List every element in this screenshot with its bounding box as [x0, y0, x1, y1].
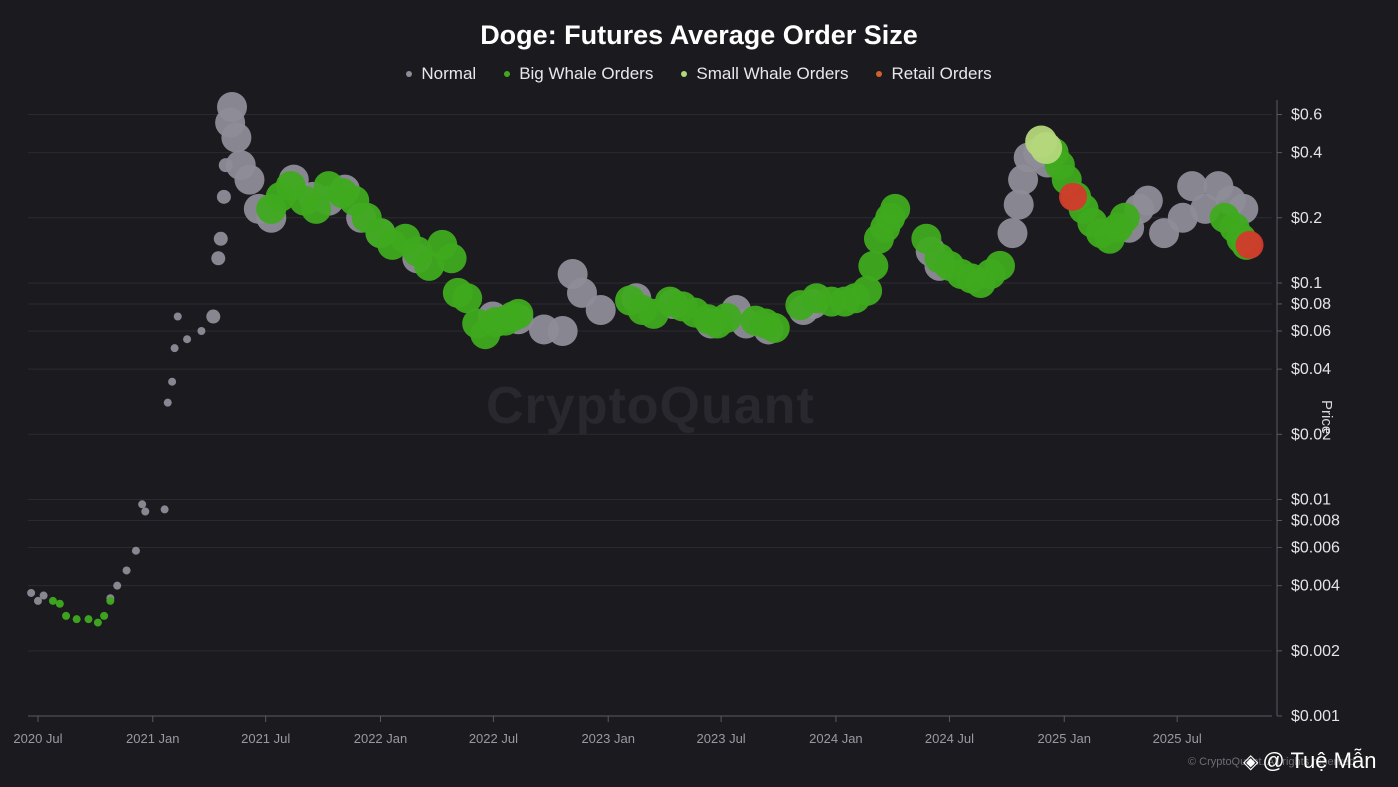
data-point	[503, 298, 534, 329]
data-point	[100, 611, 109, 620]
data-point	[106, 596, 115, 605]
data-point	[48, 596, 57, 605]
data-point	[1167, 202, 1198, 233]
data-point	[1058, 182, 1087, 211]
x-tick-label: 2022 Jan	[354, 731, 408, 746]
data-point	[436, 243, 467, 274]
y-tick-label: $0.1	[1291, 275, 1322, 292]
data-point	[711, 302, 742, 333]
data-point	[585, 295, 616, 326]
legend-label-retail: Retail Orders	[891, 64, 992, 83]
diamond-logo-icon: ◈	[1243, 750, 1259, 773]
data-point	[27, 588, 36, 597]
y-tick-label: $0.004	[1291, 578, 1340, 595]
copyright-credit: © CryptoQuant. All rights reserved	[1188, 756, 1356, 768]
data-point	[1177, 171, 1208, 202]
legend-item-big-whale[interactable]: Big Whale Orders	[504, 64, 653, 84]
y-axis-label: Price	[1318, 400, 1335, 435]
x-tick-label: 2022 Jul	[469, 731, 518, 746]
data-point	[33, 596, 42, 605]
legend-label-big-whale: Big Whale Orders	[519, 64, 654, 83]
data-point	[997, 218, 1028, 249]
chart-legend: Normal Big Whale Orders Small Whale Orde…	[0, 64, 1398, 84]
data-point	[301, 193, 332, 224]
legend-dot-normal	[406, 71, 413, 77]
x-tick-label: 2024 Jul	[925, 731, 974, 746]
x-tick-label: 2020 Jul	[13, 731, 62, 746]
x-tick-label: 2025 Jul	[1153, 731, 1202, 746]
data-point	[234, 164, 265, 195]
data-point	[221, 122, 252, 153]
legend-dot-small-whale	[681, 71, 688, 77]
x-tick-label: 2025 Jan	[1038, 731, 1092, 746]
data-point	[163, 398, 172, 407]
y-tick-label: $0.06	[1291, 323, 1331, 340]
y-tick-label: $0.008	[1291, 512, 1340, 529]
data-point	[72, 615, 81, 624]
legend-label-small-whale: Small Whale Orders	[696, 64, 849, 83]
data-point	[216, 189, 231, 204]
data-point	[138, 500, 147, 509]
data-point	[93, 618, 102, 627]
data-point	[206, 309, 221, 324]
data-point	[173, 312, 182, 321]
data-point	[113, 581, 122, 590]
data-point	[852, 275, 883, 306]
data-point	[759, 312, 790, 343]
data-point	[880, 193, 911, 224]
author-handle: ◈ @ Tuệ Mẫn	[1243, 748, 1376, 774]
y-tick-label: $0.01	[1291, 491, 1331, 508]
data-point	[168, 377, 177, 386]
legend-item-normal[interactable]: Normal	[406, 64, 476, 84]
data-point	[160, 505, 169, 514]
data-point	[1109, 202, 1140, 233]
y-tick-label: $0.08	[1291, 296, 1331, 313]
data-point	[170, 344, 179, 353]
y-tick-label: $0.4	[1291, 145, 1322, 162]
data-point	[1132, 185, 1163, 216]
data-point	[141, 507, 150, 516]
x-tick-label: 2023 Jan	[581, 731, 635, 746]
data-point	[1003, 189, 1034, 220]
data-point	[183, 335, 192, 344]
chart-title: Doge: Futures Average Order Size	[480, 20, 918, 50]
watermark-text: CryptoQuant	[486, 377, 815, 435]
x-tick-label: 2023 Jul	[697, 731, 746, 746]
data-point	[55, 599, 64, 608]
legend-dot-big-whale	[504, 71, 511, 77]
x-tick-label: 2021 Jan	[126, 731, 180, 746]
data-point	[858, 250, 889, 281]
y-tick-label: $0.6	[1291, 106, 1322, 123]
data-point	[547, 316, 578, 347]
data-point	[1030, 132, 1063, 165]
x-tick-label: 2021 Jul	[241, 731, 290, 746]
x-tick-label: 2024 Jan	[809, 731, 863, 746]
data-point	[211, 251, 226, 266]
y-tick-label: $0.02	[1291, 426, 1331, 443]
data-point	[131, 546, 140, 555]
y-tick-label: $0.002	[1291, 643, 1340, 660]
data-point	[62, 611, 71, 620]
data-point	[1235, 230, 1264, 259]
data-point	[39, 591, 48, 600]
data-point	[984, 250, 1015, 281]
data-point	[122, 566, 131, 575]
y-tick-label: $0.006	[1291, 540, 1340, 557]
author-handle-text: @ Tuệ Mẫn	[1262, 748, 1377, 773]
y-tick-label: $0.2	[1291, 210, 1322, 227]
legend-item-small-whale[interactable]: Small Whale Orders	[681, 64, 848, 84]
data-point	[452, 283, 483, 314]
legend-dot-retail	[876, 71, 883, 77]
data-point	[197, 327, 206, 336]
legend-item-retail[interactable]: Retail Orders	[876, 64, 992, 84]
data-point	[84, 615, 93, 624]
legend-label-normal: Normal	[421, 64, 477, 83]
y-tick-label: $0.04	[1291, 361, 1331, 378]
data-point	[213, 231, 228, 246]
data-point	[217, 91, 248, 122]
y-tick-label: $0.001	[1291, 708, 1340, 725]
